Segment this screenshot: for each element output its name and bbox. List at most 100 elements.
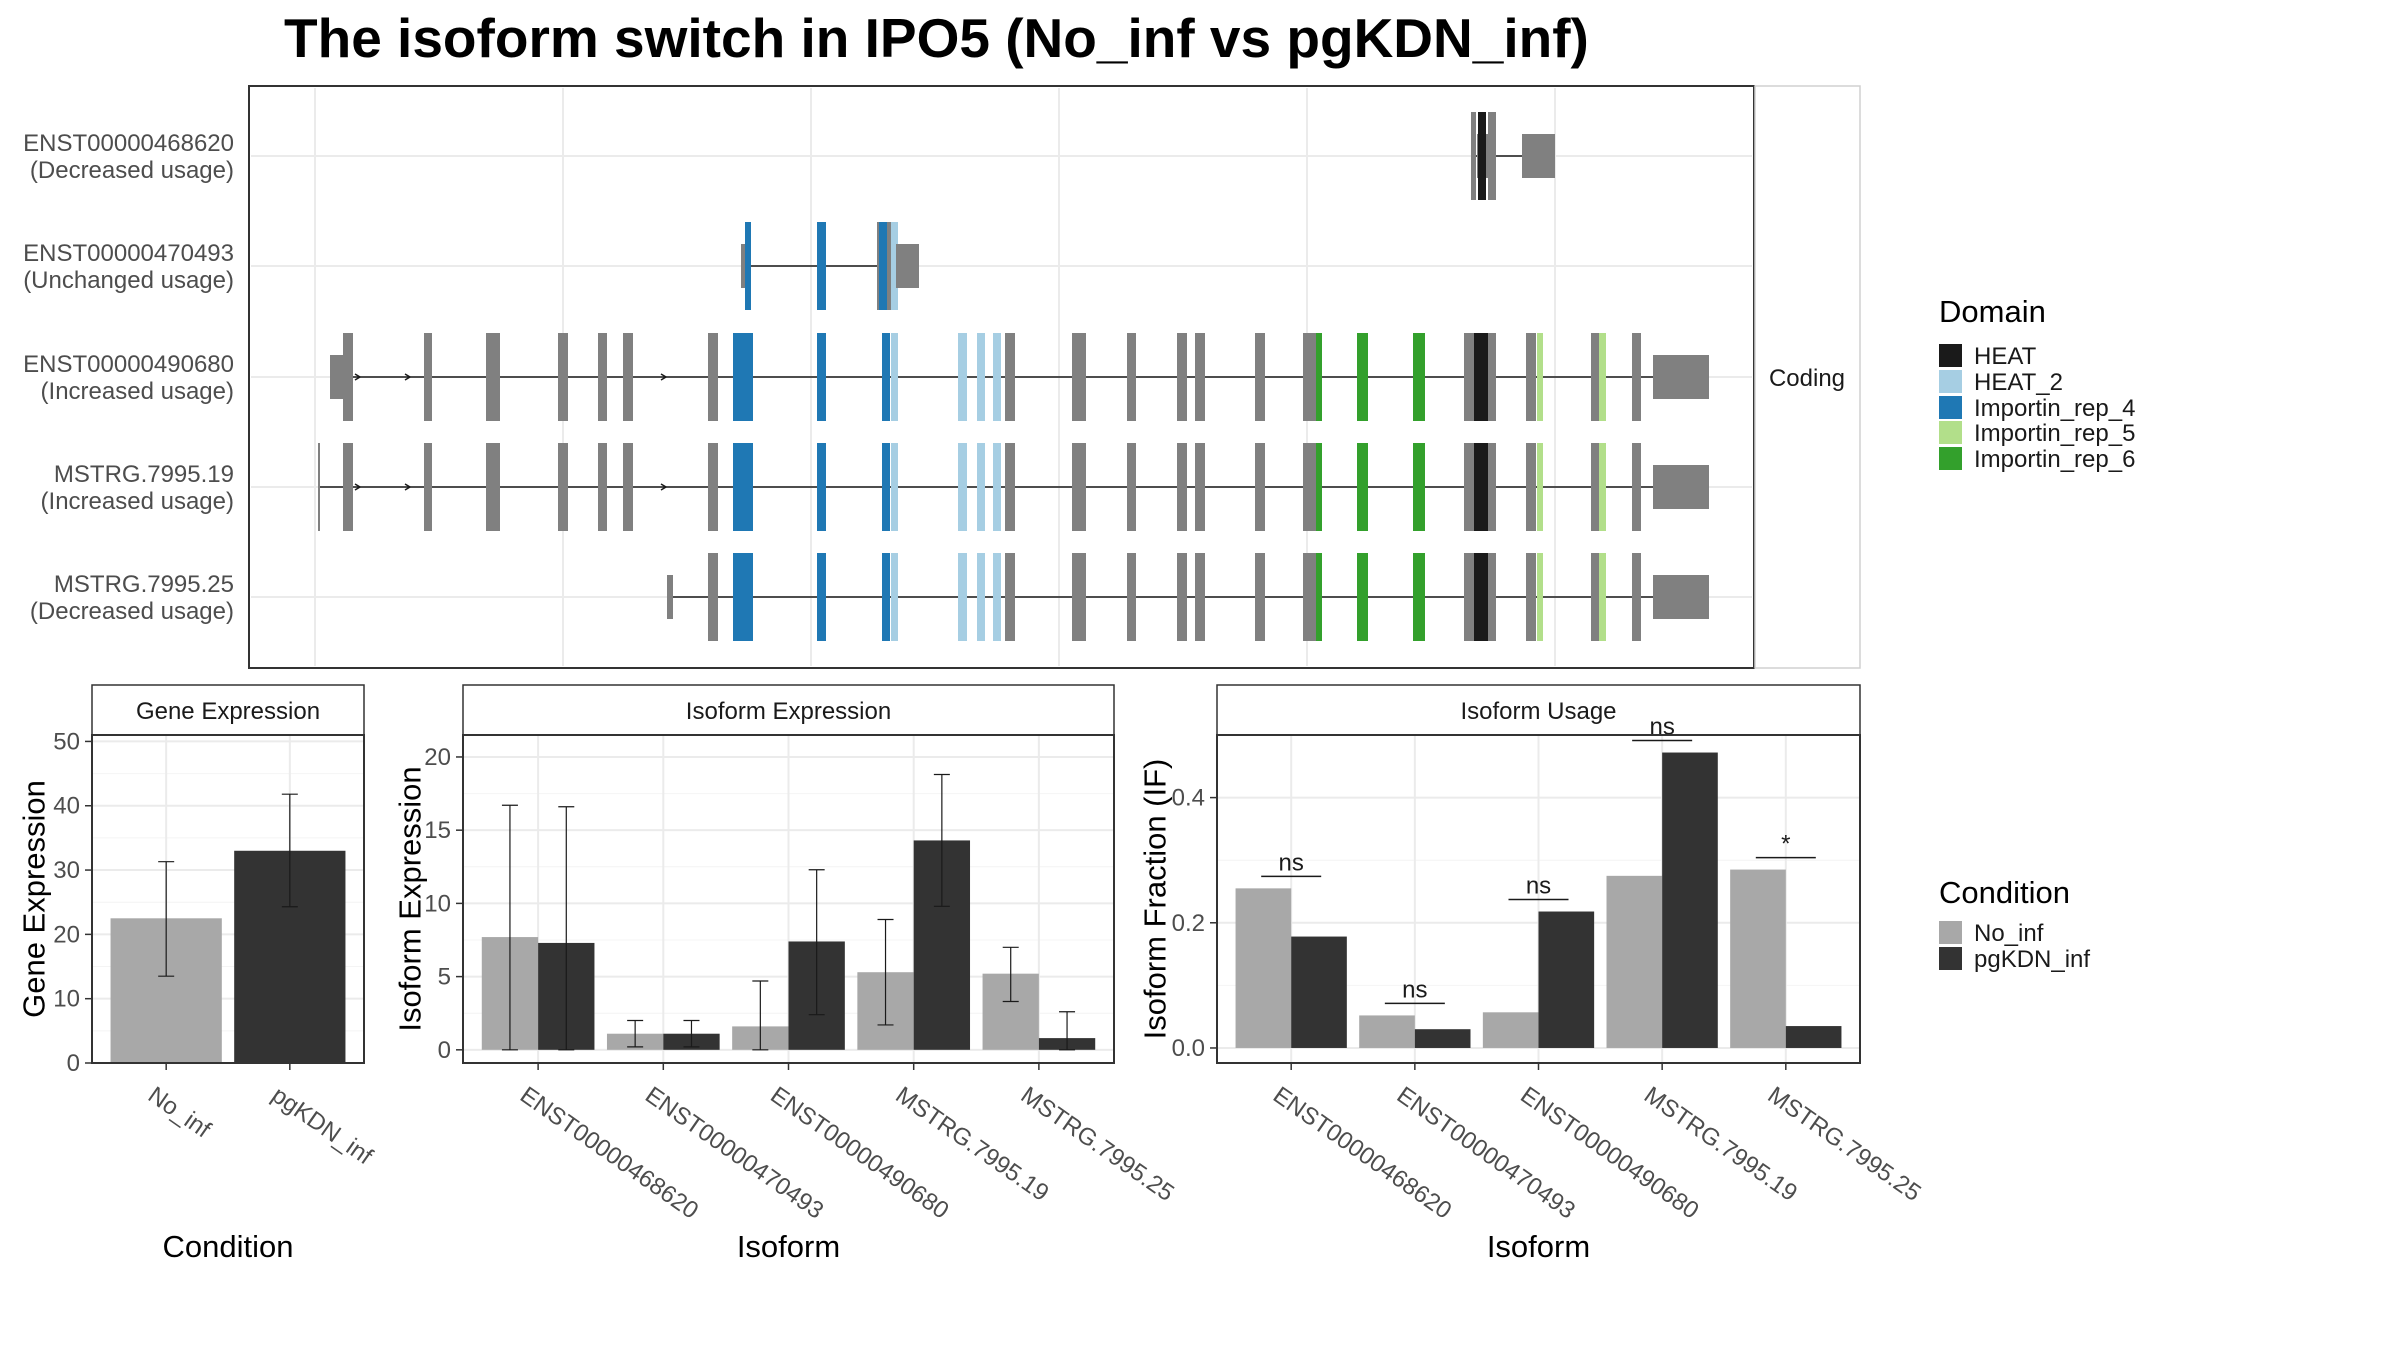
- domain-block: [817, 333, 826, 421]
- legend-key-importin-rep-4: [1939, 396, 1962, 419]
- isoform-usage: (Increased usage): [41, 378, 234, 405]
- domain-block: [1537, 333, 1543, 421]
- exon-block: [486, 443, 500, 531]
- y-tick-label: 30: [53, 857, 80, 884]
- exon-block: [896, 244, 919, 288]
- bar: [1291, 936, 1347, 1048]
- domain-block: [993, 553, 1001, 641]
- isoform-label-2: ENST00000470493 (Unchanged usage): [23, 240, 234, 294]
- exon-block: [1177, 553, 1187, 641]
- panel-strip: [1216, 684, 1861, 736]
- legend-item-pgkdn-inf: pgKDN_inf: [1939, 946, 2090, 973]
- domain-block: [1478, 112, 1486, 200]
- exon-block: [1255, 443, 1265, 531]
- exon-block: [1005, 333, 1015, 421]
- domain-block: [817, 222, 826, 310]
- legend-item-importin-rep-6: Importin_rep_6: [1939, 446, 2135, 473]
- bar: [1538, 911, 1595, 1048]
- exon-block: [1177, 443, 1187, 531]
- exon-block: [1526, 553, 1536, 641]
- domain-block: [1413, 553, 1425, 641]
- bar: [1662, 752, 1718, 1048]
- domain-block: [958, 443, 967, 531]
- y-tick-label: 0: [438, 1037, 451, 1064]
- exon-block: [598, 443, 607, 531]
- exon-block: [1005, 553, 1015, 641]
- domain-block: [733, 443, 753, 531]
- exon-block: [1488, 112, 1496, 200]
- domain-block: [977, 443, 985, 531]
- domain-block: [891, 333, 898, 421]
- y-axis-title: Gene Expression: [16, 780, 51, 1018]
- exon-block: [1471, 112, 1476, 200]
- domain-block: [1599, 333, 1606, 421]
- domain-block: [1357, 553, 1368, 641]
- exon-block: [343, 443, 353, 531]
- isoform-id: ENST00000468620: [23, 130, 234, 157]
- domain-block: [958, 333, 967, 421]
- exon-block: [1488, 443, 1496, 531]
- condition-legend: Condition No_inf pgKDN_inf: [1939, 875, 2090, 973]
- isoform-structure-panel: Coding ENST00000468620 (Decreased usage)…: [23, 85, 1861, 669]
- transcript-track-1: [1471, 112, 1555, 200]
- domain-block: [882, 333, 890, 421]
- exon-block: [1526, 333, 1536, 421]
- exon-block: [1632, 333, 1641, 421]
- exon-block: [343, 333, 353, 421]
- legend-label-importin-rep-4: Importin_rep_4: [1974, 395, 2135, 422]
- domain-block: [1537, 553, 1543, 641]
- figure-title: The isoform switch in IPO5 (No_inf vs pg…: [284, 7, 1589, 69]
- y-tick-label: 0.4: [1172, 785, 1205, 812]
- bar: [1482, 1012, 1539, 1048]
- exon-block: [1591, 553, 1599, 641]
- domain-block: [891, 222, 898, 310]
- domain-legend-title: Domain: [1939, 294, 2046, 329]
- y-tick-label: 20: [53, 921, 80, 948]
- exon-block: [1488, 553, 1496, 641]
- exon-block: [708, 553, 718, 641]
- domain-block: [1316, 443, 1322, 531]
- exon-block: [1177, 333, 1187, 421]
- panel-strip-label: Gene Expression: [136, 698, 320, 725]
- bar: [1414, 1029, 1471, 1048]
- x-tick-label: pgKDN_inf: [267, 1082, 378, 1171]
- transcript-tracks: [318, 112, 1709, 641]
- domain-block: [977, 553, 985, 641]
- plot-border: [91, 734, 365, 1064]
- bar: [1606, 875, 1663, 1048]
- legend-key-importin-rep-5: [1939, 421, 1962, 444]
- exon-block: [1195, 443, 1205, 531]
- exon-block: [623, 333, 633, 421]
- domain-block: [733, 553, 753, 641]
- legend-key-heat: [1939, 344, 1962, 367]
- exon-block: [1653, 465, 1709, 509]
- domain-block: [1357, 443, 1368, 531]
- y-axis-title: Isoform Expression: [392, 766, 427, 1031]
- strand-arrow-icon: [660, 373, 668, 381]
- bar: [1359, 1015, 1415, 1048]
- strand-arrow-icon: [660, 483, 668, 491]
- y-tick-label: 0.2: [1172, 910, 1205, 937]
- exon-block: [1127, 553, 1136, 641]
- domain-block: [1474, 443, 1488, 531]
- exon-block: [1303, 333, 1317, 421]
- exon-block: [1255, 553, 1265, 641]
- exon-block: [1464, 443, 1474, 531]
- bar-panel-1: Gene Expression 0 10 20 30 40 50 No_inf pgKDN_in…: [16, 684, 378, 1264]
- exon-block: [424, 333, 432, 421]
- exon-block: [1543, 134, 1555, 178]
- domain-block: [1413, 443, 1425, 531]
- significance-label: *: [1781, 831, 1790, 858]
- strand-arrow-icon: [404, 373, 412, 381]
- exon-block: [708, 443, 718, 531]
- exon-block: [1632, 443, 1641, 531]
- bar: [1785, 1026, 1842, 1048]
- x-tick-label: No_inf: [143, 1082, 216, 1144]
- domain-block: [1474, 553, 1488, 641]
- legend-item-importin-rep-5: Importin_rep_5: [1939, 420, 2135, 447]
- domain-block: [1537, 443, 1543, 531]
- coding-strip-label: Coding: [1769, 365, 1845, 392]
- legend-key-no-inf: [1939, 921, 1962, 944]
- y-tick-label: 0.0: [1172, 1035, 1205, 1062]
